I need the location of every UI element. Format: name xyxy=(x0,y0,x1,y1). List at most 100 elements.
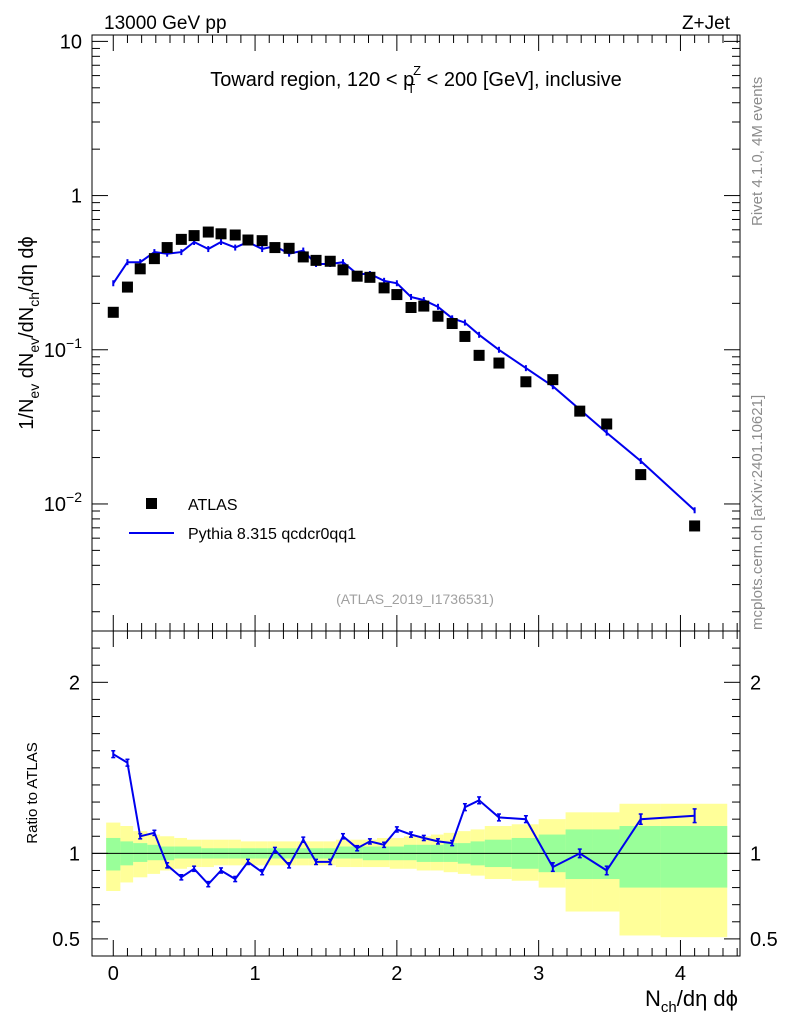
ratio-y-tick-label-left: 0.5 xyxy=(52,929,80,951)
main-y-label: 1/Nev dNev/dNch/dη dϕ xyxy=(16,236,42,429)
atlas-marker xyxy=(547,374,559,386)
y-tick-label-base: 10 xyxy=(44,340,66,362)
atlas-marker xyxy=(520,376,532,388)
ratio-y-tick-label-right: 2 xyxy=(750,672,761,694)
y-tick-label: 1 xyxy=(71,186,82,208)
y-tick-label-base: 10 xyxy=(44,494,66,516)
ratio-y-ticks: 0.5 0.5 1 1 2 2 xyxy=(52,647,778,951)
ylabel-p1: 1/N xyxy=(16,399,38,430)
ylabel-p2: dN xyxy=(16,353,38,384)
atlas-marker xyxy=(689,520,701,532)
uncertainty-band-stat xyxy=(660,826,728,888)
ylabel-s2: ev xyxy=(26,338,42,353)
plot-title-sup: Z xyxy=(413,63,421,78)
atlas-marker xyxy=(297,251,309,263)
header-right: Z+Jet xyxy=(682,13,731,34)
atlas-marker xyxy=(242,234,254,246)
legend: ATLAS Pythia 8.315 qcdcr0qq1 xyxy=(129,497,356,543)
y-tick-label: 10−1 xyxy=(44,335,82,362)
uncertainty-band-stat xyxy=(335,846,351,859)
atlas-marker xyxy=(459,330,471,342)
uncertainty-band-stat xyxy=(106,837,121,871)
ylabel-p3: /dN xyxy=(16,307,38,338)
x-tick-label: 2 xyxy=(391,963,402,985)
ratio-y-tick-label-right: 0.5 xyxy=(750,929,778,951)
xlabel-p2: /dη dϕ xyxy=(677,986,738,1011)
xlabel-s1: ch xyxy=(661,999,677,1016)
legend-mc-label: Pythia 8.315 qcdcr0qq1 xyxy=(188,526,356,543)
atlas-marker xyxy=(107,306,119,318)
y-tick-label-exp: −2 xyxy=(66,489,82,505)
ylabel-s3: ch xyxy=(26,292,42,307)
ylabel-s1: ev xyxy=(26,384,42,399)
atlas-marker xyxy=(337,264,349,276)
x-tick-label: 1 xyxy=(250,963,261,985)
atlas-marker xyxy=(310,254,322,266)
atlas-marker xyxy=(351,270,363,282)
atlas-marker xyxy=(574,405,586,417)
plot-title-a: Toward region, 120 < p xyxy=(210,69,414,91)
atlas-marker xyxy=(188,230,200,242)
x-tick-label: 0 xyxy=(108,963,119,985)
ratio-y-tick-label-left: 2 xyxy=(69,672,80,694)
atlas-marker xyxy=(418,300,430,312)
x-tick-label: 3 xyxy=(533,963,544,985)
atlas-marker xyxy=(229,229,241,241)
uncertainty-band-stat xyxy=(174,846,188,859)
atlas-marker xyxy=(148,253,160,265)
main-x-ticks xyxy=(112,35,738,631)
uncertainty-band-stat xyxy=(443,843,458,862)
atlas-marker xyxy=(391,289,403,301)
uncertainty-band-stat xyxy=(403,844,417,861)
atlas-marker xyxy=(283,242,295,254)
ratio-y-tick-label-left: 1 xyxy=(69,843,80,865)
xlabel-p1: N xyxy=(645,986,661,1011)
legend-data-marker xyxy=(146,498,157,509)
header-left: 13000 GeV pp xyxy=(104,13,227,34)
atlas-marker xyxy=(635,469,647,481)
analysis-watermark: (ATLAS_2019_I1736531) xyxy=(336,591,494,607)
atlas-marker xyxy=(121,281,133,293)
uncertainty-band-stat xyxy=(147,844,161,861)
ylabel-p4: /dη dϕ xyxy=(16,236,38,292)
atlas-marker xyxy=(601,418,613,430)
atlas-marker xyxy=(256,235,268,247)
atlas-marker xyxy=(269,242,281,254)
ratio-panel: 0.5 0.5 1 1 2 2 0 1 2 3 4 Ratio to ATLAS Nch/dη d… xyxy=(24,630,778,1016)
uncertainty-band-stat xyxy=(187,846,202,859)
atlas-marker xyxy=(405,301,417,313)
atlas-marker xyxy=(446,318,458,330)
atlas-marker xyxy=(364,271,376,283)
uncertainty-band-stat xyxy=(619,826,661,888)
rivet-label: Rivet 4.1.0, 4M events xyxy=(749,77,766,226)
main-marks xyxy=(107,226,701,532)
mcplots-label: mcplots.cern.ch [arXiv:2401.10621] xyxy=(749,395,766,630)
atlas-marker xyxy=(432,310,444,322)
atlas-marker xyxy=(202,226,214,238)
atlas-marker xyxy=(324,255,336,267)
ratio-y-label: Ratio to ATLAS xyxy=(24,742,41,843)
mc-line xyxy=(112,240,696,512)
atlas-marker xyxy=(134,263,146,275)
atlas-marker xyxy=(493,357,505,369)
atlas-marker xyxy=(175,233,187,245)
y-tick-label-exp: −1 xyxy=(66,335,82,351)
legend-data-label: ATLAS xyxy=(188,497,238,514)
uncertainty-band-stat xyxy=(350,846,363,859)
atlas-marker xyxy=(215,228,227,240)
plot-title: Toward region, 120 < pTZ < 200 [GeV], in… xyxy=(210,63,622,96)
plot-title-b: < 200 [GeV], inclusive xyxy=(421,69,622,91)
ratio-frame xyxy=(91,630,741,957)
x-axis-label: Nch/dη dϕ xyxy=(645,986,738,1016)
y-tick-label: 10 xyxy=(60,31,82,53)
atlas-marker xyxy=(473,349,485,361)
atlas-marker xyxy=(378,282,390,294)
ratio-marks xyxy=(92,749,740,938)
ratio-y-tick-label-right: 1 xyxy=(750,843,761,865)
ratio-x-ticks: 0 1 2 3 4 xyxy=(108,631,738,985)
atlas-marker xyxy=(161,242,173,254)
plot-title-sub: T xyxy=(407,81,415,96)
